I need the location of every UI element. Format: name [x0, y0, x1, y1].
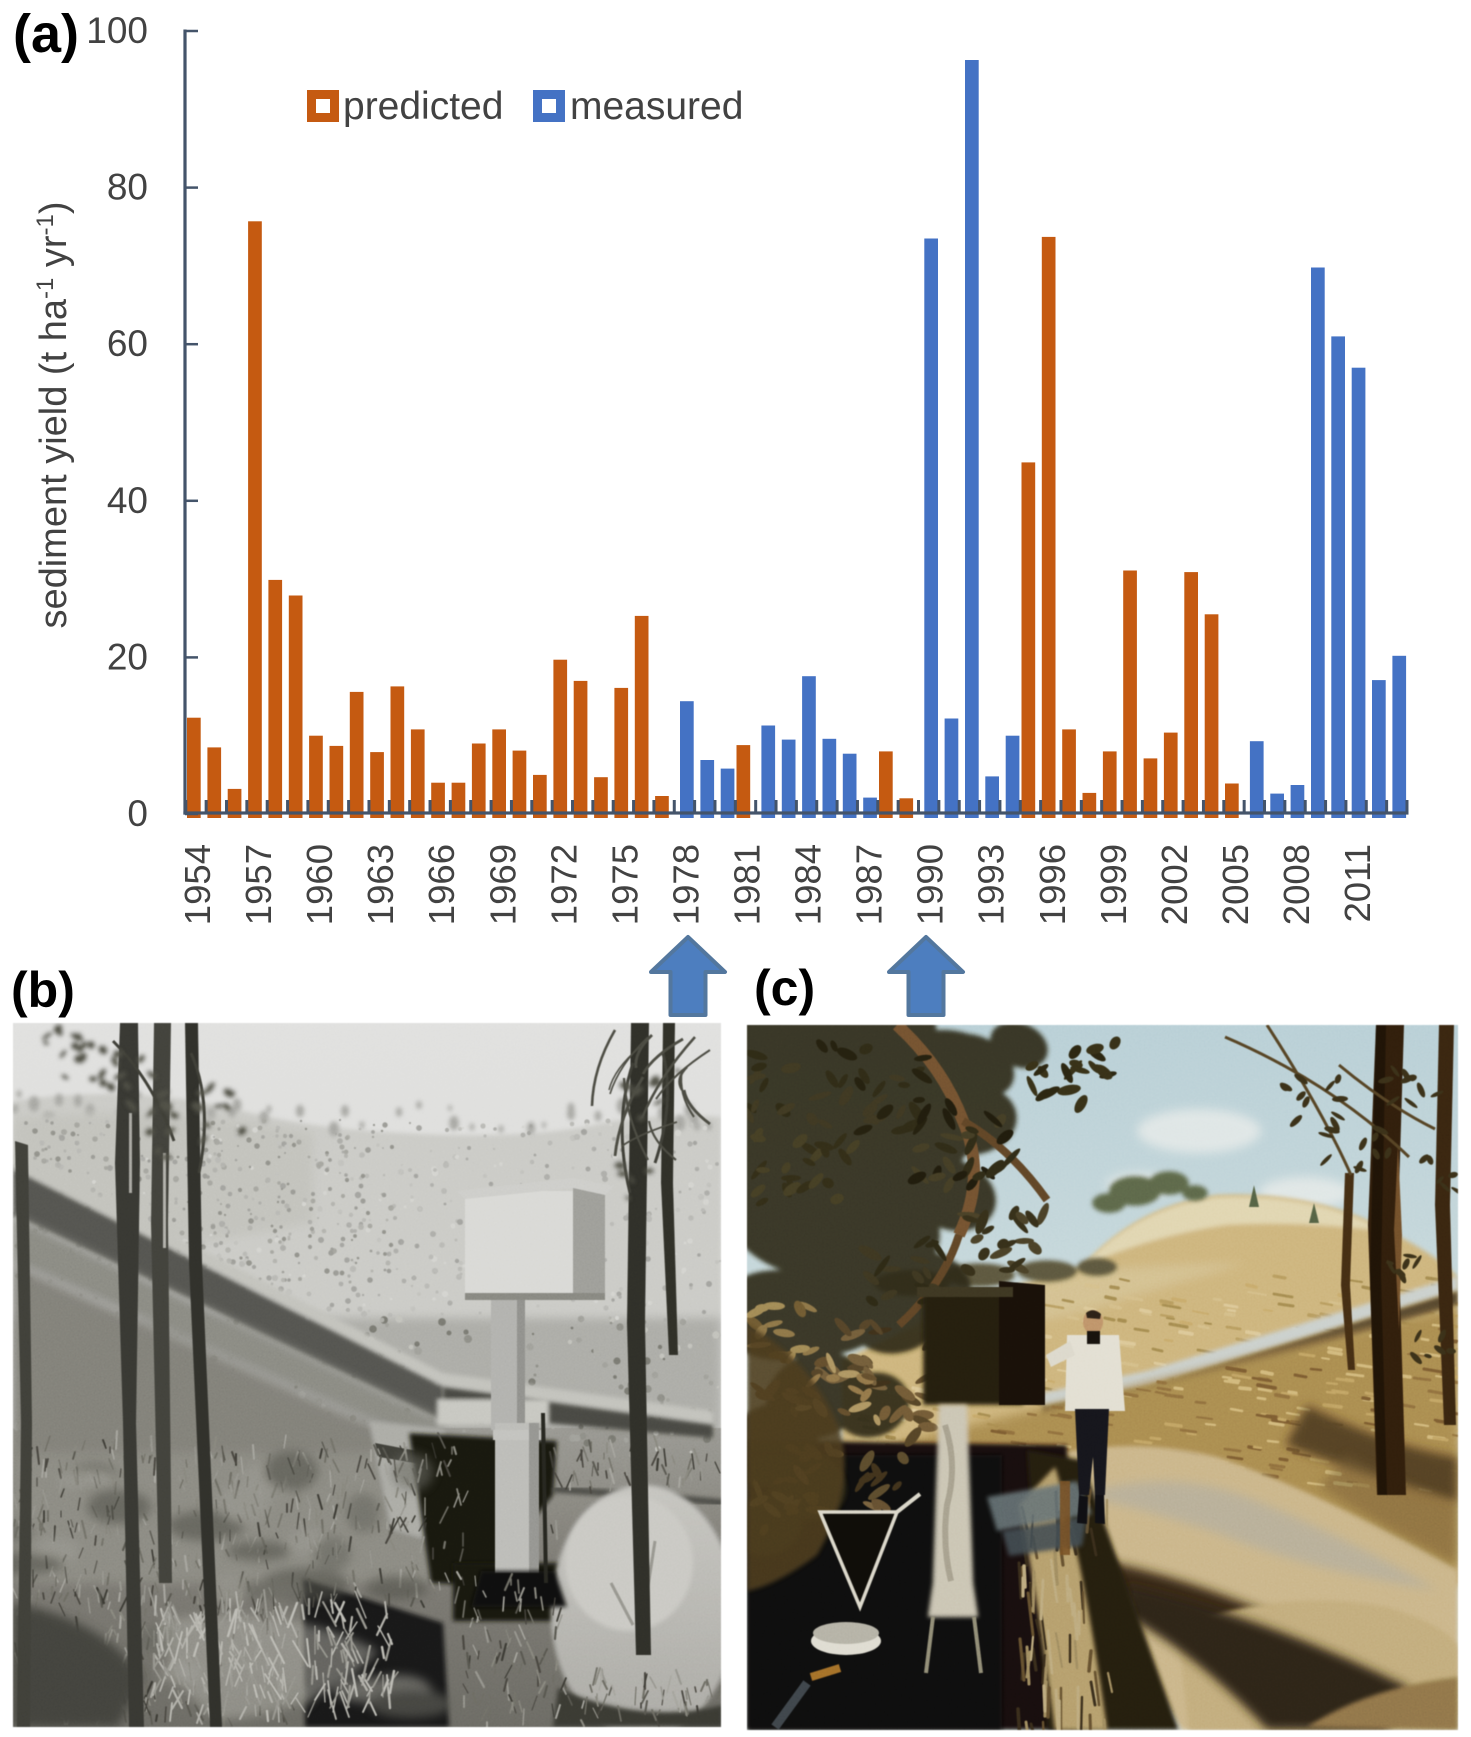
svg-text:predicted: predicted: [343, 85, 503, 128]
svg-text:1969: 1969: [482, 844, 523, 925]
svg-text:1987: 1987: [849, 844, 890, 925]
svg-text:1990: 1990: [910, 844, 951, 925]
svg-text:2005: 2005: [1215, 844, 1256, 925]
svg-text:0: 0: [127, 793, 148, 834]
svg-text:1993: 1993: [971, 844, 1012, 925]
svg-text:60: 60: [107, 323, 148, 364]
svg-text:2002: 2002: [1154, 844, 1195, 925]
svg-text:20: 20: [107, 636, 148, 677]
svg-text:1984: 1984: [788, 844, 829, 925]
svg-text:(c): (c): [754, 960, 815, 1016]
svg-text:1999: 1999: [1093, 844, 1134, 925]
svg-text:1960: 1960: [299, 844, 340, 925]
svg-text:1972: 1972: [543, 844, 584, 925]
svg-text:(a): (a): [13, 4, 79, 64]
svg-text:1966: 1966: [421, 844, 462, 925]
svg-text:1975: 1975: [604, 844, 645, 925]
svg-text:1981: 1981: [727, 844, 768, 925]
svg-text:sediment yield (t ha-1 yr-1): sediment yield (t ha-1 yr-1): [32, 201, 75, 628]
svg-text:80: 80: [107, 167, 148, 208]
svg-text:1996: 1996: [1032, 844, 1073, 925]
svg-text:40: 40: [107, 480, 148, 521]
svg-text:1957: 1957: [238, 844, 279, 925]
svg-text:100: 100: [86, 10, 148, 51]
svg-text:2011: 2011: [1337, 844, 1378, 923]
svg-text:(b): (b): [11, 962, 75, 1018]
svg-text:measured: measured: [570, 85, 743, 128]
svg-text:1963: 1963: [360, 844, 401, 925]
svg-text:2008: 2008: [1276, 844, 1317, 925]
svg-text:1978: 1978: [665, 844, 706, 925]
svg-text:1954: 1954: [177, 844, 218, 925]
